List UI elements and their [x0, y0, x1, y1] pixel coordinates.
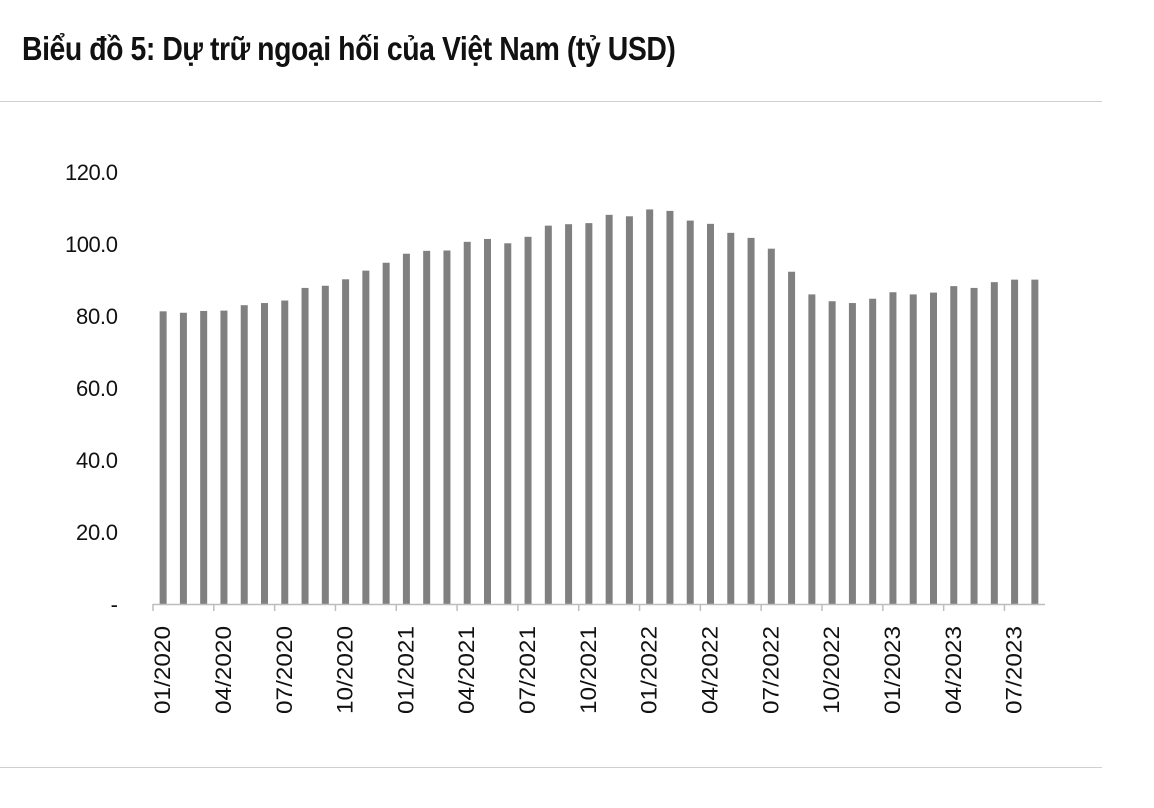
bar-07-2023 — [1011, 279, 1019, 604]
bar-05-2023 — [970, 287, 978, 604]
y-tick-label: 120.0 — [65, 160, 118, 185]
bar-12-2022 — [869, 298, 877, 604]
bar-01-2022 — [646, 209, 654, 604]
bar-01-2021 — [402, 253, 410, 604]
bar-02-2020 — [179, 312, 187, 604]
x-tick-label: 04/2021 — [454, 626, 479, 714]
bar-08-2023 — [1031, 279, 1039, 604]
y-tick-label: 40.0 — [76, 448, 118, 473]
chart-title: Biểu đồ 5: Dự trữ ngoại hối của Việt Nam… — [22, 30, 676, 67]
y-tick-label: 100.0 — [65, 232, 118, 257]
y-tick-label: - — [111, 592, 118, 617]
bar-06-2023 — [990, 282, 998, 604]
bar-01-2020 — [159, 311, 167, 604]
bar-04-2021 — [463, 241, 471, 604]
bar-07-2020 — [281, 300, 289, 604]
bar-08-2022 — [788, 271, 796, 604]
bar-09-2020 — [321, 285, 329, 604]
bar-11-2020 — [362, 270, 370, 604]
bar-05-2022 — [727, 232, 735, 604]
x-tick-label: 10/2020 — [333, 626, 358, 714]
x-tick-label: 01/2021 — [393, 626, 418, 714]
x-tick-label: 04/2020 — [211, 626, 236, 714]
x-tick-label: 10/2021 — [576, 626, 601, 714]
bar-01-2023 — [889, 292, 897, 604]
x-axis: 01/2020 04/2020 07/2020 10/2020 01/2021 04/20… — [150, 603, 1045, 714]
x-tick-label: 07/2021 — [515, 626, 540, 714]
y-tick-label: 60.0 — [76, 376, 118, 401]
x-tick-label: 01/2023 — [880, 626, 905, 714]
bar-06-2021 — [504, 243, 512, 604]
bar-03-2020 — [200, 310, 208, 604]
bar-10-2021 — [585, 223, 593, 604]
bar-09-2021 — [565, 224, 573, 604]
x-tick-label: 04/2022 — [698, 626, 723, 714]
bar-03-2022 — [686, 220, 694, 604]
bar-09-2022 — [808, 294, 816, 604]
top-divider — [0, 101, 1102, 102]
x-tick-label: 10/2022 — [819, 626, 844, 714]
bar-10-2022 — [828, 301, 836, 604]
bar-08-2021 — [544, 225, 552, 604]
bar-04-2020 — [220, 310, 228, 604]
x-tick-label: 07/2022 — [758, 626, 783, 714]
bottom-divider — [0, 767, 1102, 768]
bar-12-2020 — [382, 262, 390, 604]
bar-11-2021 — [605, 214, 613, 604]
x-tick-label: 01/2020 — [150, 626, 175, 714]
bar-07-2022 — [767, 248, 775, 604]
bar-05-2021 — [484, 238, 491, 604]
bars-group — [159, 209, 1039, 605]
bar-04-2022 — [707, 223, 714, 604]
bar-02-2022 — [666, 210, 674, 604]
bar-07-2021 — [524, 236, 532, 605]
bar-05-2020 — [240, 305, 248, 604]
bar-08-2020 — [301, 287, 309, 604]
bar-06-2020 — [261, 303, 268, 604]
bar-12-2021 — [625, 216, 633, 604]
x-tick-label: 07/2020 — [272, 626, 297, 714]
bar-02-2021 — [423, 250, 431, 604]
y-axis: - 20.0 40.0 60.0 80.0 100.0 120.0 — [65, 160, 118, 617]
bar-02-2023 — [909, 294, 917, 604]
x-tick-label: 04/2023 — [941, 626, 966, 714]
x-tick-label: 07/2023 — [1002, 626, 1027, 714]
bar-04-2023 — [950, 286, 958, 604]
bar-03-2023 — [930, 292, 937, 604]
x-tick-label: 01/2022 — [637, 626, 662, 714]
y-tick-label: 20.0 — [76, 520, 118, 545]
bar-10-2020 — [342, 279, 350, 604]
bar-06-2022 — [747, 237, 755, 604]
bar-03-2021 — [443, 250, 451, 605]
y-tick-label: 80.0 — [76, 304, 118, 329]
bar-11-2022 — [848, 303, 856, 604]
